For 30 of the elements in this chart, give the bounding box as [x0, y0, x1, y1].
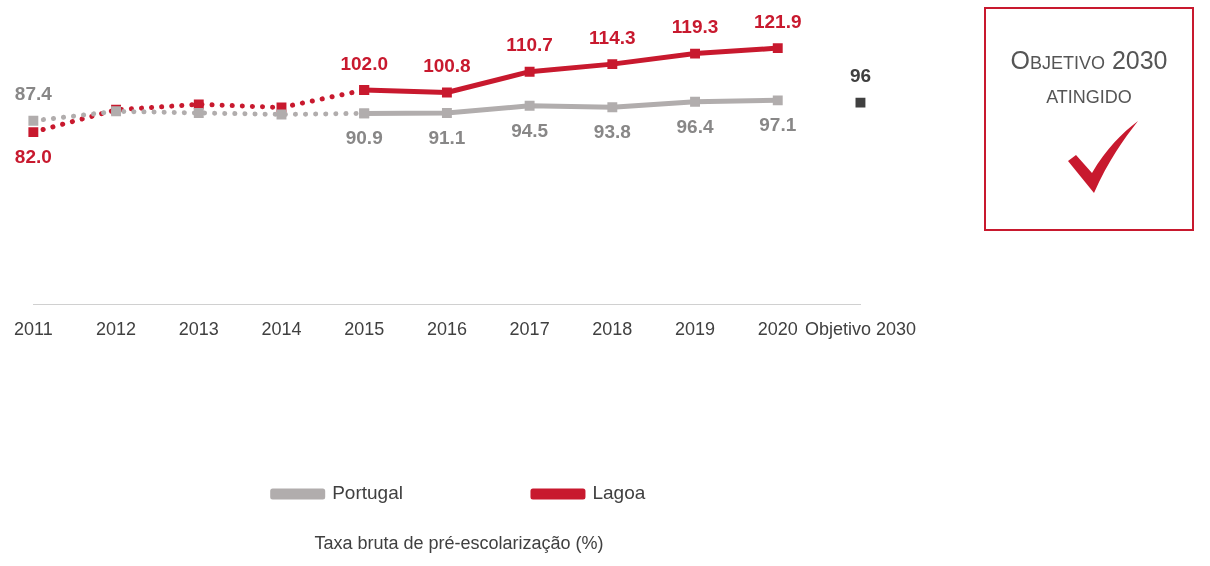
data-label: 100.8 — [423, 55, 471, 77]
x-tick-label: 2019 — [675, 318, 716, 339]
data-label: 119.3 — [671, 16, 719, 38]
x-tick-label: 2012 — [96, 318, 137, 339]
data-label: 90.9 — [345, 127, 383, 149]
data-label: 102.0 — [340, 52, 388, 74]
x-tick-label: 2016 — [426, 318, 467, 339]
data-label: 94.5 — [511, 119, 549, 141]
x-tick-label: Objetivo 2030 — [804, 318, 916, 339]
x-tick-label: 2015 — [344, 318, 385, 339]
data-label: 96.4 — [676, 115, 714, 137]
legend-label: Lagoa — [592, 482, 646, 504]
data-label: 110.7 — [506, 34, 553, 56]
legend-label: Portugal — [332, 482, 403, 504]
data-label: 82.0 — [14, 145, 52, 167]
x-tick-label: 2013 — [178, 318, 219, 339]
x-tick-label: 2017 — [509, 318, 550, 339]
text: Taxa bruta de pré-escolarização (%) — [314, 533, 604, 554]
data-label: 91.1 — [428, 126, 466, 148]
data-label: 87.4 — [14, 83, 53, 105]
x-tick-label: 2014 — [261, 318, 302, 339]
data-label: 97.1 — [759, 114, 797, 136]
x-tick-label: 2018 — [592, 318, 633, 339]
data-label: 93.8 — [593, 121, 631, 143]
x-tick-label: 2011 — [13, 318, 53, 339]
data-label: 114.3 — [589, 26, 636, 48]
text: Objetivo 2030 atingido — [1009, 45, 1169, 110]
data-label: 96 — [849, 65, 872, 87]
data-label: 121.9 — [753, 10, 802, 32]
x-tick-label: 2020 — [757, 318, 798, 339]
